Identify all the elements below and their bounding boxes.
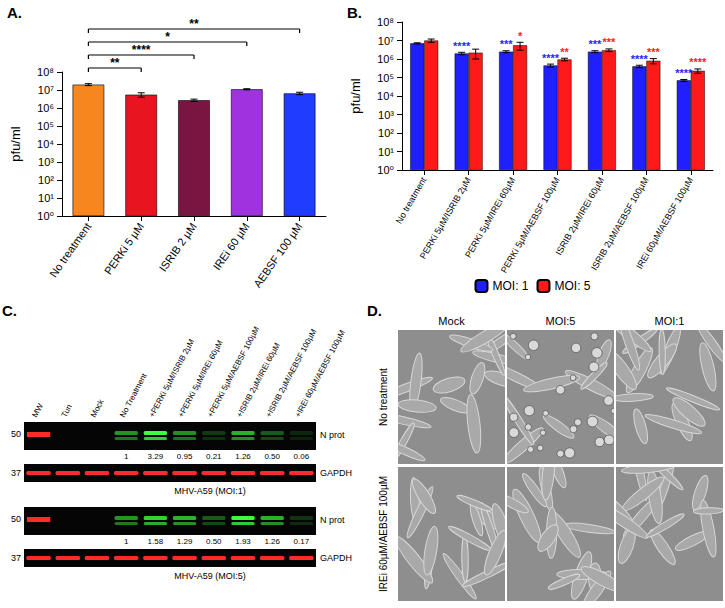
svg-text:10⁷: 10⁷ xyxy=(378,35,394,47)
svg-text:AEBSF 100 µM: AEBSF 100 µM xyxy=(251,221,304,290)
svg-text:1.93: 1.93 xyxy=(235,537,251,546)
svg-text:10⁷: 10⁷ xyxy=(38,84,54,96)
svg-text:+ISRIB 2µM/AEBSF 100µM: +ISRIB 2µM/AEBSF 100µM xyxy=(264,327,318,419)
svg-text:GAPDH: GAPDH xyxy=(320,468,352,478)
svg-text:*: * xyxy=(165,30,170,44)
svg-text:10⁶: 10⁶ xyxy=(37,102,54,114)
svg-text:**: ** xyxy=(189,17,199,31)
svg-text:C.: C. xyxy=(2,302,17,319)
svg-text:10⁴: 10⁴ xyxy=(37,138,54,150)
svg-text:***: *** xyxy=(603,36,617,48)
svg-text:10⁸: 10⁸ xyxy=(377,16,394,28)
svg-text:1.26: 1.26 xyxy=(235,452,251,461)
svg-text:10⁰: 10⁰ xyxy=(377,164,394,176)
svg-text:****: **** xyxy=(132,43,151,57)
svg-text:0.50: 0.50 xyxy=(264,452,280,461)
svg-text:**: ** xyxy=(110,56,120,70)
svg-text:0.50: 0.50 xyxy=(206,537,222,546)
svg-text:1.29: 1.29 xyxy=(177,537,193,546)
svg-text:No treatment: No treatment xyxy=(47,221,93,280)
svg-text:10⁸: 10⁸ xyxy=(37,66,54,78)
svg-text:*: * xyxy=(518,30,523,42)
svg-text:10⁵: 10⁵ xyxy=(37,120,54,132)
svg-text:MOI: 5: MOI: 5 xyxy=(555,279,591,293)
svg-text:1.58: 1.58 xyxy=(148,537,164,546)
svg-text:ISRIB 2 µM: ISRIB 2 µM xyxy=(157,221,199,274)
svg-text:10⁵: 10⁵ xyxy=(377,72,394,84)
svg-text:***: *** xyxy=(589,38,603,50)
svg-text:PERKi 5µM/ISRIB 2µM: PERKi 5µM/ISRIB 2µM xyxy=(418,175,473,260)
svg-text:MHV-A59 (MOI:5): MHV-A59 (MOI:5) xyxy=(174,571,246,581)
svg-text:50: 50 xyxy=(11,514,21,524)
svg-text:Tun: Tun xyxy=(60,403,74,419)
svg-text:37: 37 xyxy=(11,468,21,478)
svg-text:ISRIB 2µM/AEBSF 100µM: ISRIB 2µM/AEBSF 100µM xyxy=(589,175,651,273)
svg-text:0.17: 0.17 xyxy=(294,537,310,546)
svg-text:3.29: 3.29 xyxy=(148,452,164,461)
svg-text:10¹: 10¹ xyxy=(38,192,54,204)
svg-text:PERKi 5µM/AEBSF 100µM: PERKi 5µM/AEBSF 100µM xyxy=(499,175,562,274)
svg-text:D.: D. xyxy=(367,302,382,319)
svg-text:****: **** xyxy=(675,67,693,79)
svg-text:***: *** xyxy=(647,46,661,58)
svg-text:PERKi 5 µM: PERKi 5 µM xyxy=(102,221,146,277)
svg-text:10³: 10³ xyxy=(378,109,394,121)
svg-text:No treatment: No treatment xyxy=(378,368,389,426)
svg-text:MOI: 1: MOI: 1 xyxy=(492,279,528,293)
svg-text:+IREi 60µM/AEBSF 100µM: +IREi 60µM/AEBSF 100µM xyxy=(293,328,347,419)
svg-text:+PERKi 5µM/ISRIB 2µM: +PERKi 5µM/ISRIB 2µM xyxy=(147,337,197,419)
svg-text:pfu/ml: pfu/ml xyxy=(8,126,23,162)
svg-text:MHV-A59 (MOI:1): MHV-A59 (MOI:1) xyxy=(174,486,246,496)
svg-text:10²: 10² xyxy=(38,174,54,186)
svg-text:pfu/ml: pfu/ml xyxy=(348,78,363,114)
svg-text:10²: 10² xyxy=(378,127,394,139)
svg-text:No treatment: No treatment xyxy=(394,175,429,225)
svg-text:50: 50 xyxy=(11,429,21,439)
svg-text:***: *** xyxy=(500,38,514,50)
svg-text:MW: MW xyxy=(30,402,45,419)
svg-text:0.21: 0.21 xyxy=(206,452,222,461)
svg-text:0.95: 0.95 xyxy=(177,452,193,461)
svg-text:PERKi 5µM/IREi 60µM: PERKi 5µM/IREi 60µM xyxy=(463,175,517,259)
svg-text:+PERKi 5µM/IREi 60µM: +PERKi 5µM/IREi 60µM xyxy=(176,338,225,419)
svg-text:Mock: Mock xyxy=(89,397,106,419)
svg-text:N prot: N prot xyxy=(320,515,345,525)
svg-text:+ISRIB 2µM/IREi 60µM: +ISRIB 2µM/IREi 60µM xyxy=(234,341,282,419)
svg-text:IREi 60µM/AEBSF 100µM: IREi 60µM/AEBSF 100µM xyxy=(378,476,389,592)
svg-text:10⁰: 10⁰ xyxy=(37,210,54,222)
svg-text:1.26: 1.26 xyxy=(264,537,280,546)
svg-text:0.06: 0.06 xyxy=(294,452,310,461)
svg-text:MOI:1: MOI:1 xyxy=(655,315,685,327)
svg-text:IREi 60µM/AEBSF 100µM: IREi 60µM/AEBSF 100µM xyxy=(634,175,695,270)
svg-text:Mock: Mock xyxy=(438,315,465,327)
svg-text:A.: A. xyxy=(7,4,22,21)
svg-text:10³: 10³ xyxy=(38,156,54,168)
svg-text:N prot: N prot xyxy=(320,430,345,440)
svg-text:MOI:5: MOI:5 xyxy=(546,315,576,327)
svg-text:IREi 60 µM: IREi 60 µM xyxy=(211,221,252,273)
svg-text:****: **** xyxy=(542,52,560,64)
svg-text:10⁶: 10⁶ xyxy=(377,53,394,65)
svg-text:+PERKi 5µM/AEBSF 100µM: +PERKi 5µM/AEBSF 100µM xyxy=(206,325,262,419)
svg-text:No Treatment: No Treatment xyxy=(118,371,149,419)
svg-text:10⁴: 10⁴ xyxy=(377,90,394,102)
svg-text:37: 37 xyxy=(11,553,21,563)
svg-text:1: 1 xyxy=(124,452,129,461)
svg-text:1: 1 xyxy=(124,537,129,546)
svg-text:B.: B. xyxy=(347,4,362,21)
svg-text:**: ** xyxy=(560,46,569,58)
svg-text:GAPDH: GAPDH xyxy=(320,553,352,563)
svg-text:****: **** xyxy=(689,56,707,68)
svg-text:ISRIB 2µM/IREi 60µM: ISRIB 2µM/IREi 60µM xyxy=(553,175,606,256)
svg-text:10¹: 10¹ xyxy=(378,146,394,158)
svg-text:****: **** xyxy=(453,40,471,52)
